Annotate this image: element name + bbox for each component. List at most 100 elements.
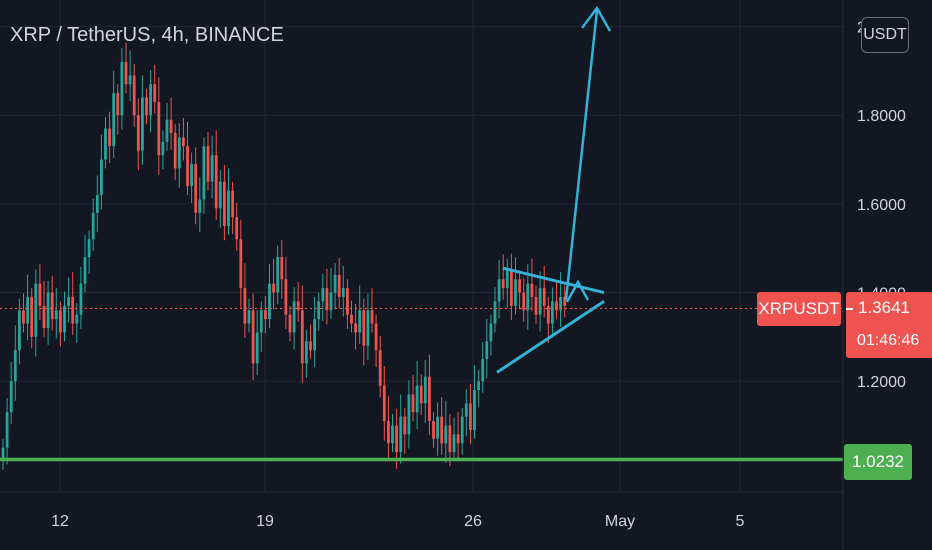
candle-body bbox=[206, 146, 210, 182]
target-arrow-shaft[interactable] bbox=[564, 9, 599, 301]
candle-body bbox=[165, 119, 169, 142]
candle-body bbox=[149, 84, 152, 116]
candle-body bbox=[34, 283, 38, 337]
triangle-lower-trendline[interactable] bbox=[496, 300, 605, 374]
candle-body bbox=[510, 270, 513, 306]
last-price-value: 1.3641 bbox=[858, 298, 910, 317]
candle-body bbox=[104, 128, 107, 160]
time-axis[interactable]: 12 19 26 May 5 bbox=[51, 513, 744, 530]
candle-body bbox=[46, 292, 50, 328]
symbol-price-tag: XRPUSDT bbox=[757, 292, 841, 326]
candle-body bbox=[382, 385, 386, 422]
bar-countdown: 01:46:46 bbox=[857, 332, 920, 349]
candle-body bbox=[378, 350, 382, 386]
candle-body bbox=[448, 425, 452, 453]
time-tick-label: May bbox=[605, 513, 635, 530]
candle-body bbox=[313, 319, 316, 351]
candle-body bbox=[214, 155, 218, 209]
candle-body bbox=[292, 301, 296, 333]
candle-body bbox=[514, 279, 517, 306]
candle-body bbox=[100, 159, 103, 196]
candle-body bbox=[30, 296, 34, 337]
candle-body bbox=[403, 416, 407, 435]
candle-body bbox=[67, 296, 70, 306]
candle-body bbox=[239, 239, 243, 289]
candle-body bbox=[42, 305, 46, 328]
candle-body bbox=[444, 425, 448, 444]
candle-body bbox=[460, 416, 464, 444]
candle-body bbox=[9, 381, 13, 413]
candle-body bbox=[87, 239, 91, 258]
candle-body bbox=[309, 341, 312, 351]
currency-unit-button[interactable]: USDT bbox=[861, 17, 909, 53]
candle-body bbox=[296, 301, 300, 311]
candle-body bbox=[419, 385, 423, 404]
candle-body bbox=[26, 296, 29, 324]
candle-body bbox=[63, 305, 66, 333]
candle-body bbox=[38, 283, 42, 306]
candle-body bbox=[358, 310, 362, 333]
candle-body bbox=[305, 341, 308, 364]
time-tick-label: 19 bbox=[256, 513, 274, 530]
candle-body bbox=[120, 62, 124, 116]
candle-body bbox=[264, 310, 267, 320]
candlestick-series bbox=[1, 42, 567, 470]
candle-body bbox=[489, 323, 493, 342]
candle-body bbox=[346, 288, 349, 315]
price-tick-label: 1.8000 bbox=[857, 108, 906, 125]
candle-body bbox=[530, 283, 534, 297]
price-tick-label: 1.2000 bbox=[857, 374, 906, 391]
candle-body bbox=[317, 301, 321, 320]
candle-body bbox=[255, 332, 259, 364]
time-tick-label: 26 bbox=[464, 513, 482, 530]
candle-body bbox=[341, 288, 345, 297]
candle-body bbox=[91, 212, 95, 240]
candle-body bbox=[284, 279, 288, 315]
candle-body bbox=[546, 305, 550, 324]
candle-body bbox=[518, 279, 521, 293]
candle-body bbox=[128, 75, 132, 85]
candle-body bbox=[124, 62, 128, 85]
candle-body bbox=[210, 155, 214, 182]
candle-body bbox=[186, 146, 189, 187]
candle-body bbox=[321, 288, 325, 302]
candle-body bbox=[415, 385, 419, 413]
candle-body bbox=[145, 97, 148, 116]
candle-body bbox=[354, 323, 357, 333]
candle-body bbox=[112, 93, 116, 147]
candle-body bbox=[551, 301, 554, 324]
candle-body bbox=[497, 279, 501, 302]
candle-body bbox=[469, 403, 472, 430]
candle-body bbox=[79, 283, 83, 315]
candle-body bbox=[350, 314, 353, 324]
candle-body bbox=[423, 376, 427, 404]
symbol-title: XRP / TetherUS, 4h, BINANCE bbox=[10, 24, 284, 46]
chart-grid bbox=[0, 0, 843, 492]
candle-body bbox=[428, 376, 431, 422]
candle-body bbox=[370, 310, 374, 324]
candle-body bbox=[54, 310, 58, 320]
candle-body bbox=[75, 314, 79, 324]
candle-body bbox=[399, 416, 403, 453]
candle-body bbox=[432, 421, 435, 439]
candle-body bbox=[223, 181, 226, 227]
candle-body bbox=[387, 421, 390, 444]
candle-body bbox=[116, 93, 120, 116]
candle-body bbox=[436, 416, 439, 439]
candle-body bbox=[272, 283, 275, 293]
candle-body bbox=[71, 296, 75, 324]
candle-body bbox=[522, 292, 526, 311]
candle-body bbox=[325, 288, 329, 311]
candle-body bbox=[534, 296, 538, 315]
triangle-upper-trendline[interactable] bbox=[502, 266, 605, 294]
candle-body bbox=[366, 310, 370, 346]
candle-body bbox=[95, 195, 99, 213]
candle-body bbox=[538, 288, 542, 315]
candle-body bbox=[464, 403, 468, 417]
candle-body bbox=[485, 341, 489, 360]
candle-body bbox=[108, 128, 111, 147]
candle-body bbox=[132, 75, 136, 116]
candle-body bbox=[473, 390, 476, 430]
price-tick-label: 1.6000 bbox=[857, 197, 906, 214]
